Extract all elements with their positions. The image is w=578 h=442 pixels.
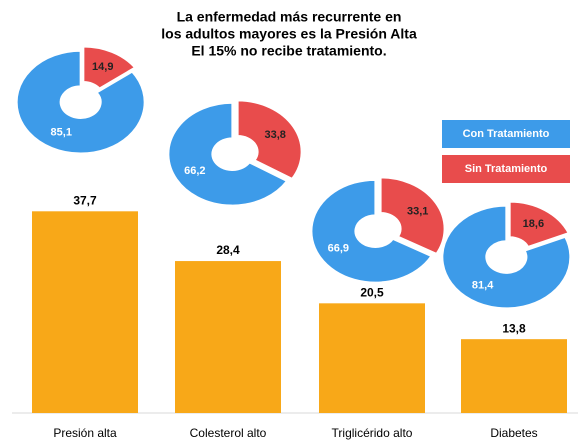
donut-slice: [379, 176, 446, 255]
chart-title: El 15% no recibe tratamiento.: [191, 43, 386, 59]
donut-slice: [508, 200, 570, 248]
donut-slice: [310, 179, 433, 284]
donut-value-label: 14,9: [92, 61, 113, 73]
donut-value-label: 81,4: [472, 280, 494, 292]
x-tick-label: Colesterol alto: [190, 426, 267, 440]
donut: [441, 200, 572, 309]
donut-value-label: 33,8: [264, 129, 285, 141]
bar: [461, 339, 567, 413]
donut-value-label: 33,1: [407, 205, 428, 217]
bar: [32, 211, 138, 413]
donut: [310, 176, 446, 284]
donut: [167, 99, 303, 207]
donut-slice: [167, 102, 289, 207]
legend-swatch: [442, 120, 570, 148]
bar-value-label: 20,5: [360, 285, 384, 299]
donut-value-label: 85,1: [51, 127, 72, 139]
donut-value-label: 18,6: [523, 218, 544, 230]
donut-value-label: 66,9: [328, 243, 349, 255]
donut-slice: [441, 204, 572, 309]
bar-value-label: 13,8: [502, 321, 526, 335]
donut-slice: [15, 50, 146, 155]
chart-title: los adultos mayores es la Presión Alta: [161, 26, 417, 42]
x-tick-label: Diabetes: [490, 426, 537, 440]
bar-value-label: 37,7: [73, 193, 97, 207]
bar: [175, 261, 281, 413]
donut-slice: [82, 45, 137, 90]
x-tick-label: Triglicérido alto: [332, 426, 413, 440]
chart-title: La enfermedad más recurrente en: [177, 9, 402, 25]
bar: [319, 303, 425, 413]
donut-value-label: 66,2: [184, 165, 205, 177]
donut-slice: [236, 99, 303, 180]
legend-label: Con Tratamiento: [463, 128, 550, 140]
x-tick-label: Presión alta: [53, 426, 117, 440]
legend-label: Sin Tratamiento: [465, 163, 548, 175]
legend-swatch: [442, 155, 570, 183]
bar-value-label: 28,4: [216, 243, 240, 257]
donut: [15, 45, 146, 155]
